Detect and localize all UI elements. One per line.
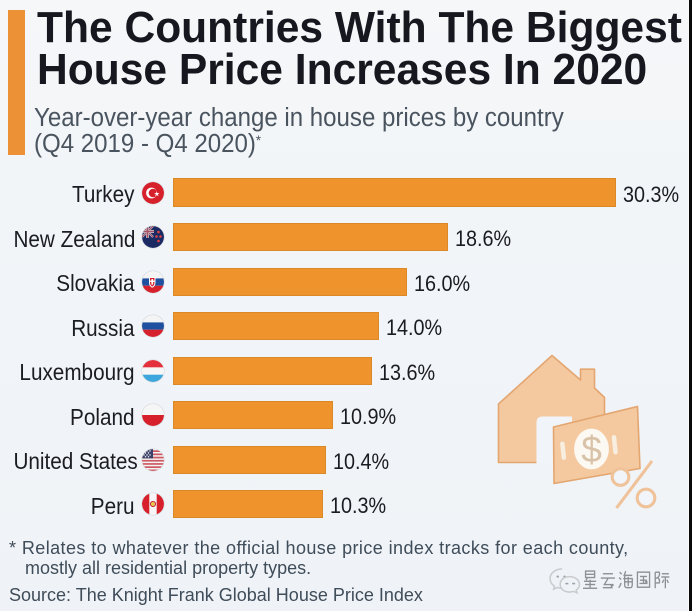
svg-text:$: $ <box>581 429 602 470</box>
